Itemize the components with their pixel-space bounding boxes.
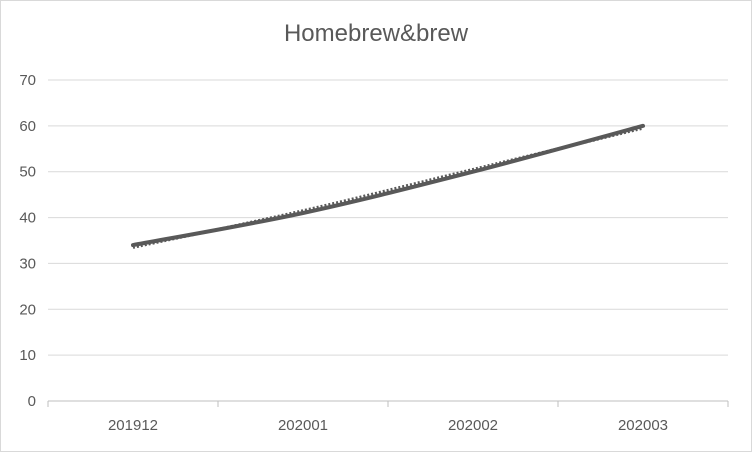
series-line — [131, 123, 645, 248]
gridlines — [48, 79, 728, 356]
y-tick-label: 40 — [19, 210, 36, 227]
x-axis: 201912 202001 202002 202003 — [47, 400, 729, 434]
chart-title: Homebrew&brew — [283, 20, 469, 47]
y-tick-label: 70 — [19, 72, 36, 89]
x-tick-label: 202002 — [448, 417, 498, 434]
trendline — [132, 126, 644, 249]
y-tick-label: 60 — [19, 118, 36, 135]
y-tick-label: 50 — [19, 164, 36, 181]
x-tick-label: 202003 — [618, 417, 668, 434]
series-lines — [131, 123, 645, 249]
x-tick-label: 202001 — [278, 417, 328, 434]
x-tick-label: 201912 — [108, 417, 158, 434]
y-tick-label: 0 — [28, 393, 36, 410]
y-tick-label: 30 — [19, 255, 36, 272]
y-tick-label: 10 — [19, 347, 36, 364]
y-axis-ticks: 0 10 20 30 40 50 60 70 — [19, 72, 36, 410]
y-tick-label: 20 — [19, 301, 36, 318]
